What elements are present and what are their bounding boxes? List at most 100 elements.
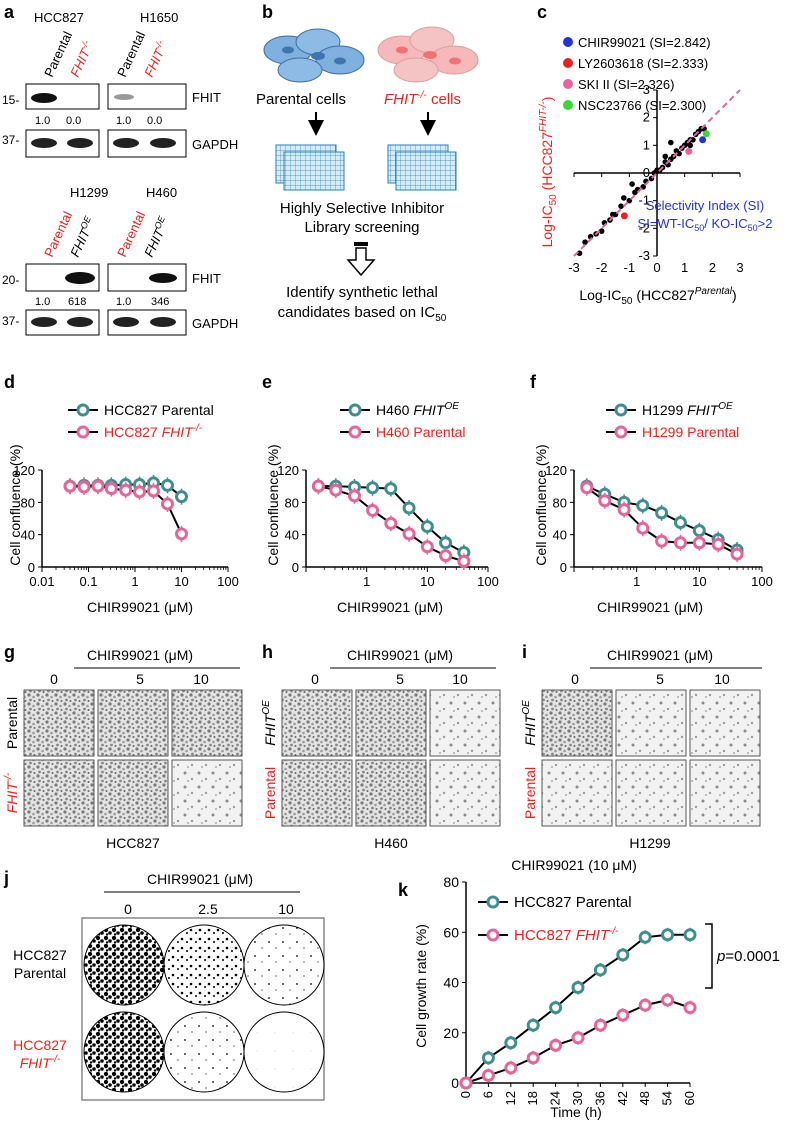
data-point <box>692 536 706 550</box>
data-point <box>384 516 398 530</box>
y-tick-label: -3 <box>638 248 650 263</box>
conc-label: 5 <box>136 671 144 687</box>
x-tick-label: -1 <box>624 260 636 275</box>
protein-label: FHIT <box>192 90 221 105</box>
micrograph <box>171 759 243 827</box>
x-tick-label: 0.1 <box>79 574 97 589</box>
result-text: Identify synthetic lethal <box>286 284 438 301</box>
blot-band <box>65 272 95 284</box>
row-label: Parental <box>4 697 20 749</box>
protein-label: GAPDH <box>192 316 238 331</box>
data-point <box>571 981 585 995</box>
cell-line-label: H1299 <box>70 185 108 200</box>
data-point <box>638 930 652 944</box>
identity-line <box>573 89 741 257</box>
micrograph <box>615 689 687 757</box>
plate-grid-right <box>387 144 457 191</box>
x-tick-label: 48 <box>637 1091 652 1105</box>
x-tick-label: 0.01 <box>29 574 54 589</box>
panel-label: a <box>4 2 15 22</box>
panel-j: j CHIR99021 (μM) 0 2.5 10 HCC827 Parenta… <box>3 868 325 1101</box>
legend-swatch <box>563 37 573 47</box>
protein-label: GAPDH <box>192 137 238 152</box>
quant-value: 1.0 <box>116 296 131 308</box>
quant-value: 346 <box>151 296 169 308</box>
data-point <box>629 181 635 187</box>
data-point <box>91 479 105 493</box>
mw-marker: 15- <box>2 93 19 107</box>
data-point <box>161 497 175 511</box>
conc-label: 0 <box>571 671 579 687</box>
panel-label: b <box>262 2 273 22</box>
data-point <box>329 483 343 497</box>
data-point <box>692 524 706 538</box>
data-point <box>549 1038 563 1052</box>
data-point <box>655 506 669 520</box>
data-point <box>133 485 147 499</box>
conc-label: 0 <box>50 671 58 687</box>
blot-band <box>31 138 57 148</box>
data-point <box>526 1018 540 1032</box>
conc-label: 10 <box>278 901 294 917</box>
micrograph <box>171 689 243 757</box>
data-point <box>161 478 175 492</box>
data-point <box>661 928 675 942</box>
x-tick-label: 0 <box>458 1091 473 1098</box>
micrograph <box>689 759 761 827</box>
data-point <box>481 1068 495 1082</box>
y-tick-label: 2 <box>643 110 650 125</box>
legend: HCC827 Parental HCC827 FHIT-/- <box>68 402 214 440</box>
line-chart: 0 40 80 120 0.01 0.1 1 10 100 <box>13 463 239 589</box>
caption: H460 <box>374 835 408 851</box>
panel-i: i CHIR99021 (μM) 0 5 10 FHITOE Parental … <box>521 642 762 851</box>
data-point <box>580 481 594 495</box>
plate-grid-left <box>275 144 345 191</box>
micrograph <box>23 689 95 757</box>
series-line <box>465 933 690 1084</box>
cell-line-label: H460 <box>146 185 177 200</box>
row-label: FHIT-/- <box>3 772 20 813</box>
data-point <box>638 998 652 1012</box>
data-point <box>673 516 687 530</box>
data-point <box>175 490 188 504</box>
micrograph <box>355 689 427 757</box>
mw-marker: 20- <box>2 273 19 287</box>
data-point <box>687 142 693 149</box>
x-tick-label: 36 <box>592 1091 607 1105</box>
data-point <box>457 554 471 568</box>
quant-value: 0.0 <box>66 115 81 127</box>
y-tick-label: 40 <box>443 975 459 991</box>
data-point <box>676 150 682 157</box>
data-point <box>636 499 650 513</box>
colony-well <box>243 924 325 1006</box>
data-point <box>459 1076 473 1090</box>
data-point <box>311 479 325 493</box>
data-point <box>526 1051 540 1065</box>
x-tick-label: 1 <box>363 574 370 589</box>
panel-label: j <box>3 868 9 888</box>
data-point <box>668 139 674 146</box>
x-axis-label: Log-IC50 (HCC827Parental) <box>579 286 736 307</box>
screen-text: Highly Selective Inhibitor <box>280 200 444 217</box>
screen-text: Library screening <box>304 219 419 236</box>
micrograph <box>615 759 687 827</box>
y-tick-label: 0 <box>560 560 567 575</box>
panel-h: h CHIR99021 (μM) 0 5 10 FHITOE Parental … <box>261 642 501 851</box>
legend-label: NSC23766 (SI=2.300) <box>578 98 706 113</box>
panel-g: g CHIR99021 (μM) 0 5 10 Parental FHIT-/-… <box>3 642 243 851</box>
data-point <box>175 527 188 541</box>
row-label: HCC827 <box>13 1037 67 1053</box>
legend-label: SKI II (SI=2.326) <box>578 77 674 92</box>
data-point <box>481 1051 495 1065</box>
colony-well <box>163 1011 245 1093</box>
parental-cells-label: Parental cells <box>256 91 346 108</box>
panel-label: c <box>537 2 547 22</box>
data-point <box>655 534 669 548</box>
y-axis-label: Cell confluence (%) <box>7 444 23 565</box>
data-point <box>711 537 725 551</box>
blot-band <box>67 317 93 327</box>
highlighted-point <box>685 147 693 155</box>
data-point <box>661 993 675 1007</box>
data-point <box>598 228 605 234</box>
